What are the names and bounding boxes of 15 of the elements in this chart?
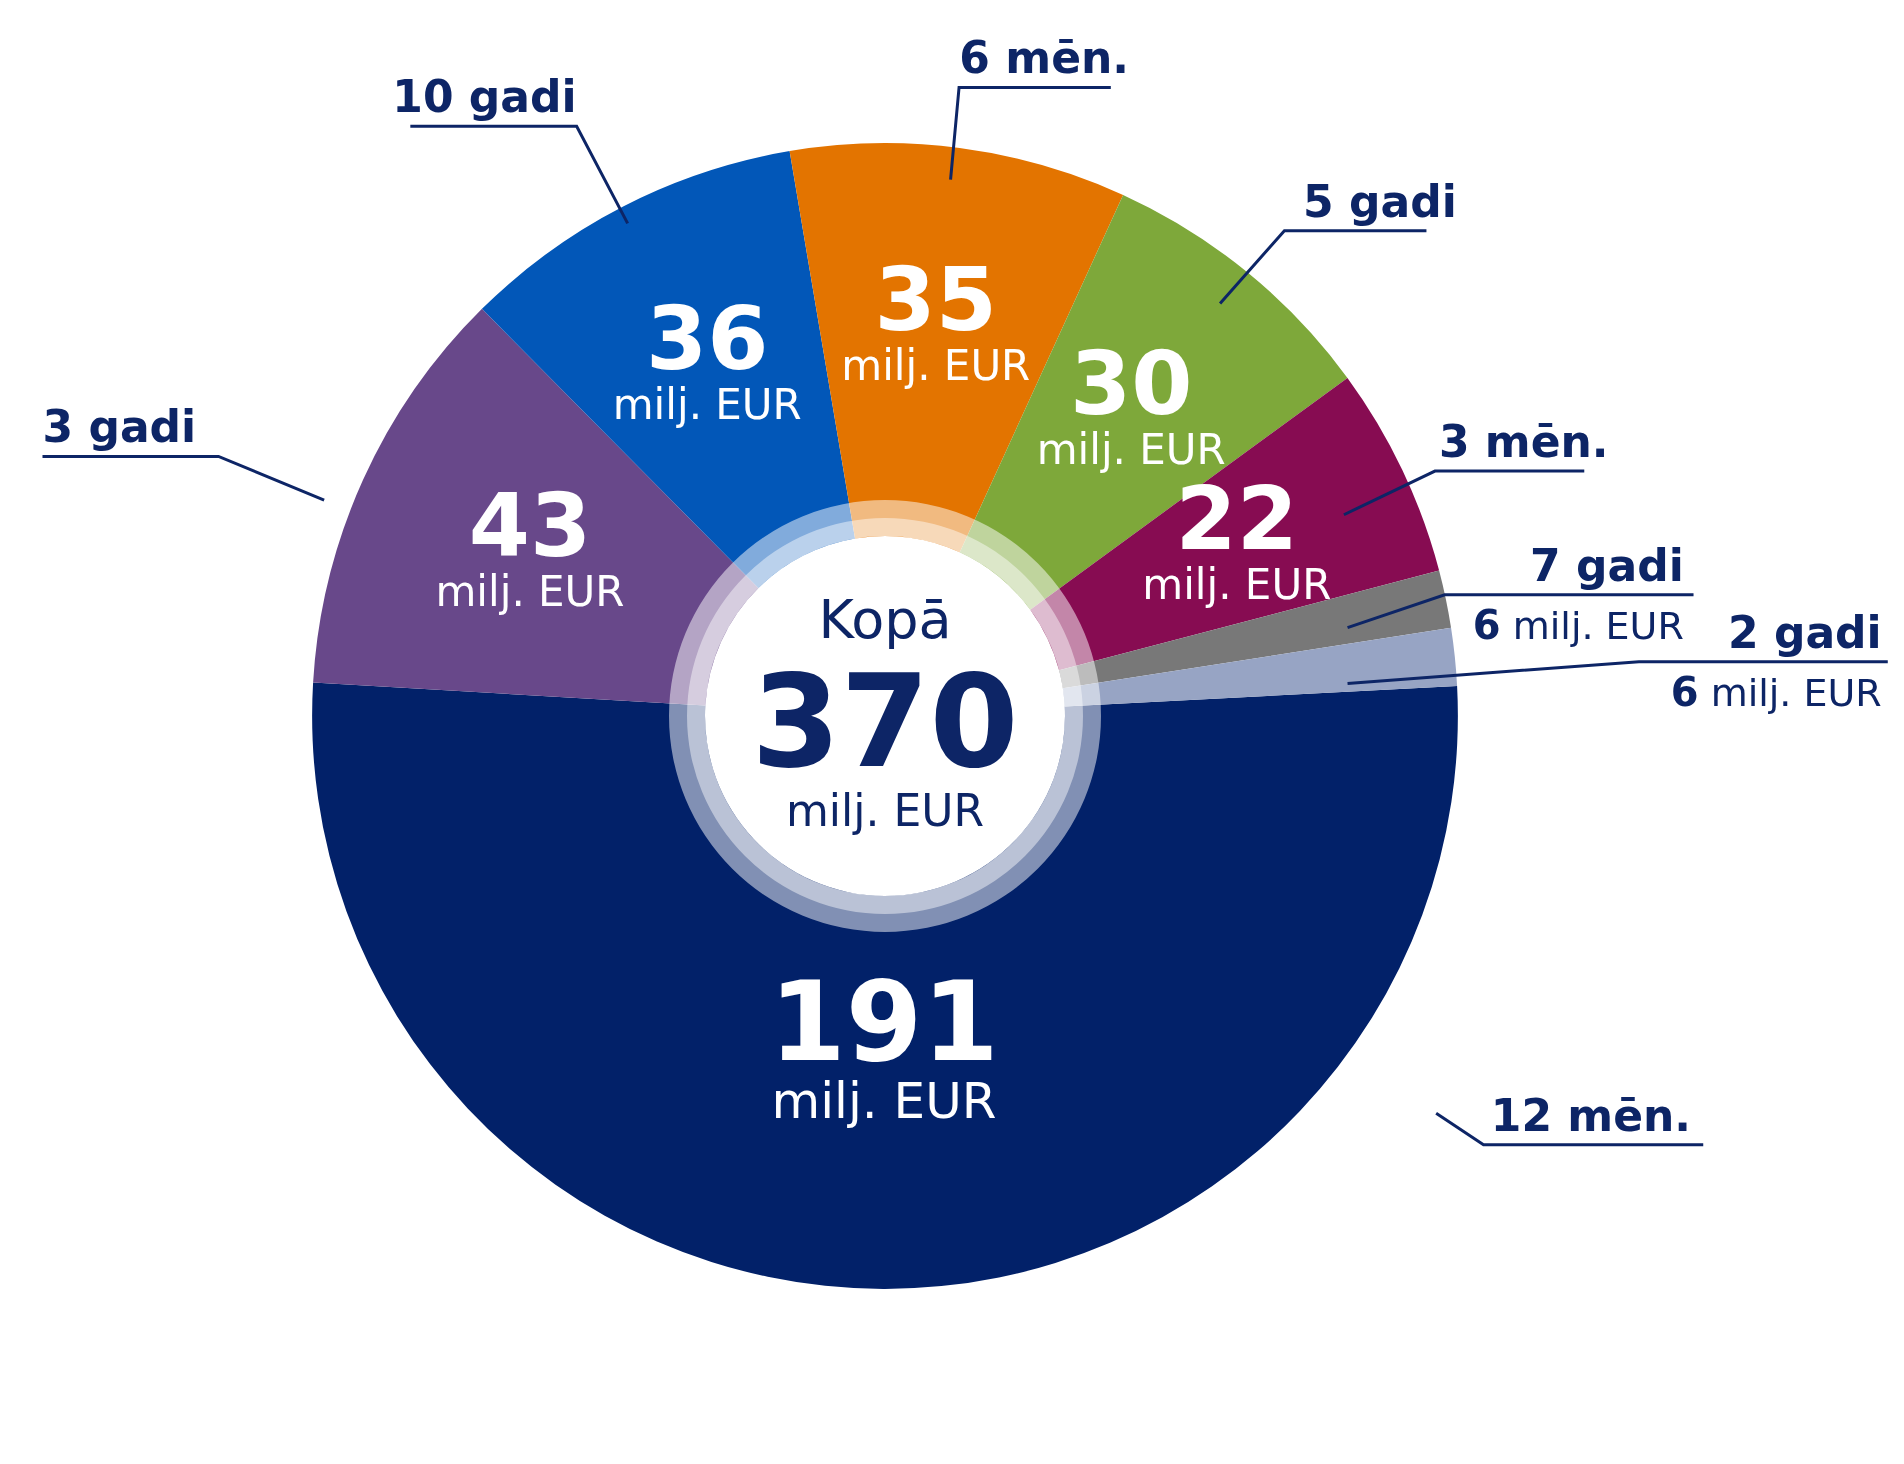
text: Kopā	[818, 588, 952, 651]
slice-label: 3 gadi	[42, 401, 197, 453]
slice-label: 7 gadi	[1530, 539, 1684, 591]
slice-label: 12 mēn.	[1490, 1089, 1692, 1141]
data-label: 6 milj. EUR	[1472, 601, 1684, 648]
data-label: 191 milj. EUR	[769, 957, 999, 1130]
slice-label: 6 mēn.	[959, 32, 1130, 84]
data-label: 36 milj. EUR	[612, 287, 802, 430]
slice-label: 5 gadi	[1303, 175, 1457, 227]
data-label: 6 milj. EUR	[1670, 668, 1882, 715]
data-label: 35 milj. EUR	[841, 247, 1031, 390]
slice-label: 2 gadi	[1728, 606, 1882, 658]
slice-label: 10 gadi	[392, 71, 577, 123]
data-label: 43 milj. EUR	[435, 473, 625, 616]
slice-label: 3 mēn.	[1438, 416, 1609, 468]
